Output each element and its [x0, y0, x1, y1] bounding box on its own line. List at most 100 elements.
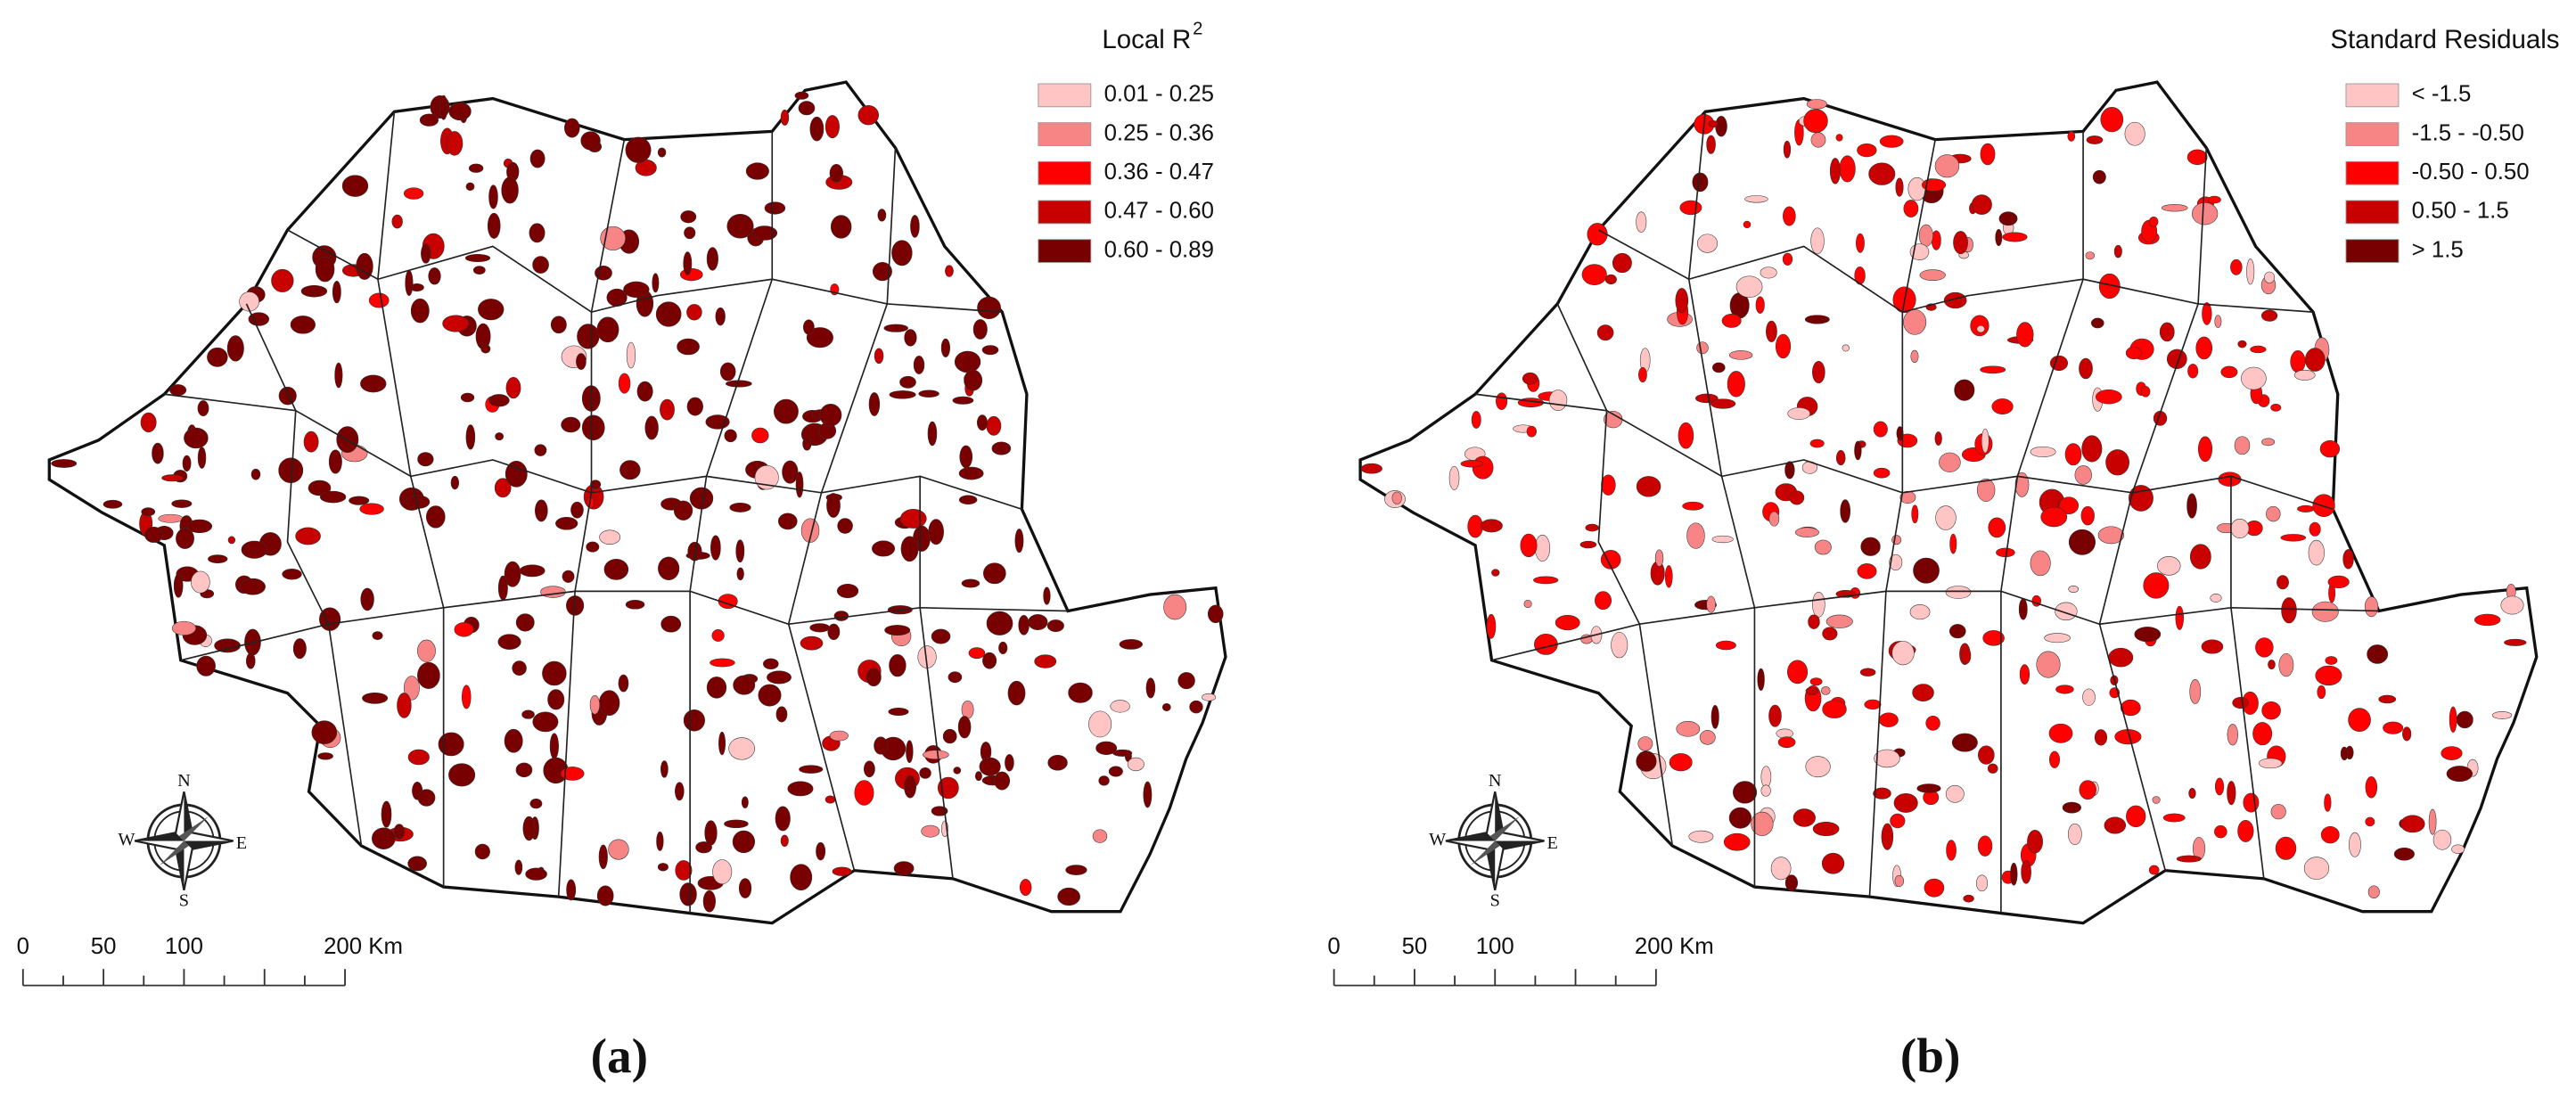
patch — [317, 752, 333, 760]
patch — [2456, 710, 2473, 729]
patch — [1360, 463, 1382, 474]
patch — [802, 437, 812, 451]
patch — [391, 214, 403, 229]
patch — [1760, 766, 1772, 788]
patch — [1751, 811, 1774, 836]
patch — [478, 299, 505, 321]
patch — [428, 267, 441, 285]
patch — [2342, 549, 2354, 570]
patch — [182, 455, 192, 472]
patch — [1088, 710, 1112, 738]
patch — [549, 733, 559, 759]
legend-swatch — [2345, 122, 2400, 146]
patch — [1018, 615, 1030, 636]
patch — [872, 262, 892, 282]
legend-title: Standard Residuals — [2330, 25, 2559, 54]
patch — [1533, 576, 1559, 585]
patch — [891, 240, 913, 266]
patch — [644, 415, 659, 440]
patch — [1676, 721, 1701, 737]
patch — [1787, 660, 1809, 685]
patch — [2243, 792, 2260, 813]
legend-swatch — [1038, 122, 1092, 146]
patch — [2091, 317, 2104, 329]
patch — [462, 685, 472, 709]
patch — [877, 209, 887, 222]
patch — [957, 716, 972, 739]
patch — [248, 312, 269, 326]
patch — [480, 344, 491, 354]
patch — [564, 118, 580, 138]
patch — [1699, 730, 1716, 745]
legend-label: 0.25 - 0.36 — [1104, 120, 1214, 145]
patch — [2383, 721, 2404, 734]
patch — [419, 113, 439, 127]
patch — [1612, 252, 1632, 274]
patch — [2189, 544, 2211, 570]
patch — [532, 711, 559, 733]
patch — [2278, 652, 2294, 677]
patch — [1161, 702, 1171, 711]
patch — [982, 652, 997, 669]
patch — [161, 474, 184, 482]
patch — [535, 499, 548, 522]
patch — [360, 374, 387, 393]
patch — [144, 527, 163, 543]
patch — [2140, 385, 2151, 398]
patch — [51, 459, 78, 468]
patch — [1391, 491, 1402, 504]
patch — [1935, 505, 1957, 530]
patch — [809, 116, 824, 142]
patch — [1692, 172, 1709, 193]
patch — [561, 416, 581, 433]
patch — [504, 728, 523, 753]
patch — [751, 226, 778, 241]
patch — [1697, 234, 1719, 253]
patch — [1177, 672, 1195, 690]
patch — [1835, 450, 1846, 466]
patch — [819, 404, 842, 427]
patch — [550, 316, 567, 334]
patch — [1945, 586, 1972, 599]
patch — [362, 692, 389, 704]
patch — [2293, 369, 2316, 381]
patch — [2241, 366, 2267, 390]
patch — [1710, 704, 1719, 729]
patch — [883, 324, 908, 332]
patch — [1913, 557, 1940, 584]
compass-rose — [1444, 790, 1546, 892]
patch — [2365, 816, 2375, 827]
patch — [282, 569, 302, 580]
patch — [438, 732, 464, 757]
patch — [816, 841, 826, 861]
patch — [2081, 435, 2103, 463]
patch — [2218, 472, 2242, 487]
patch — [2074, 465, 2092, 485]
patch — [931, 806, 948, 816]
patch — [278, 386, 297, 406]
patch — [2044, 633, 2071, 644]
scale-label: 200 Km — [324, 934, 403, 959]
patch — [1611, 631, 1628, 659]
patch — [292, 638, 307, 660]
patch — [2049, 750, 2060, 768]
patch — [2134, 627, 2162, 643]
patch — [972, 319, 988, 340]
patch — [1909, 604, 1931, 620]
patch — [719, 362, 736, 381]
patch — [417, 452, 434, 467]
patch — [675, 860, 693, 881]
patch — [2441, 746, 2463, 760]
patch — [589, 694, 601, 715]
patch — [308, 480, 332, 496]
patch — [532, 256, 549, 274]
patch — [2082, 688, 2096, 706]
patch — [758, 684, 782, 707]
compass-w: W — [1429, 830, 1447, 849]
patch — [968, 647, 986, 660]
patch — [1874, 749, 1900, 768]
patch — [940, 338, 950, 357]
patch — [1711, 362, 1726, 373]
patch — [2055, 685, 2074, 694]
patch — [1108, 766, 1123, 777]
